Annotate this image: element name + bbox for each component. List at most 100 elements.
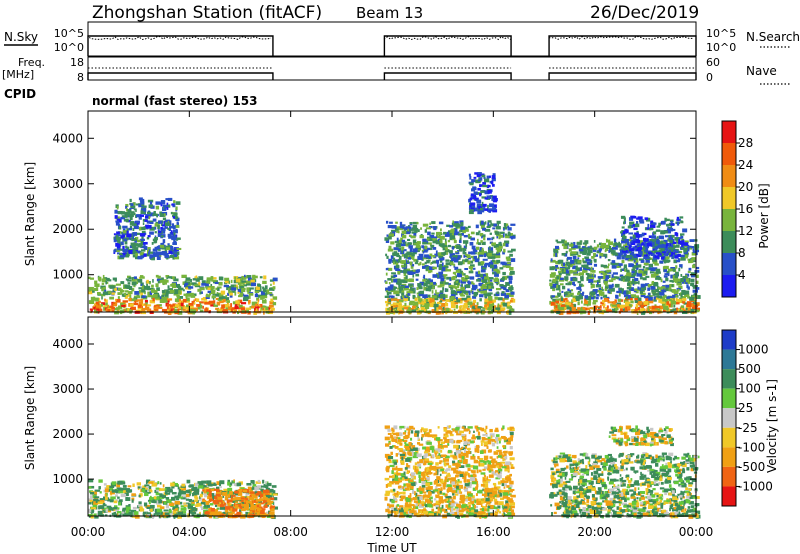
power-cell (141, 295, 146, 299)
power-cell (666, 296, 670, 299)
power-cell (635, 291, 639, 294)
velocity-cell (240, 487, 245, 491)
power-cell (668, 243, 670, 248)
power-cell (480, 225, 485, 229)
power-cell (473, 207, 478, 212)
velocity-cell (421, 513, 427, 517)
velocity-cell (219, 506, 226, 510)
power-cell (406, 294, 409, 298)
power-cell (561, 290, 564, 293)
power-cell (634, 223, 640, 228)
velocity-cell (208, 508, 211, 512)
power-cell (139, 275, 144, 278)
power-cell (497, 245, 503, 249)
power-cell (416, 249, 420, 253)
velocity-cell (122, 507, 127, 510)
velocity-cell (109, 485, 115, 489)
velocity-cell (99, 505, 105, 509)
power-cell (496, 259, 501, 264)
power-cell (140, 226, 146, 231)
power-cell (647, 223, 650, 228)
power-cell (428, 226, 433, 229)
power-cell (621, 256, 625, 260)
power-cell (122, 225, 128, 229)
velocity-cell (214, 502, 219, 505)
power-cell (114, 248, 117, 253)
power-cell (425, 266, 428, 271)
power-cell (461, 283, 463, 287)
power-cell (139, 233, 146, 237)
power-cell (182, 289, 185, 292)
power-cell (627, 277, 631, 282)
power-cell (254, 293, 259, 298)
velocity-cell (131, 499, 134, 503)
velocity-cell (108, 486, 114, 491)
power-cell (586, 252, 591, 256)
power-cell (144, 215, 149, 219)
power-cell (666, 270, 670, 274)
power-cell (141, 289, 146, 293)
power-cell (440, 228, 442, 232)
power-cell (499, 284, 504, 287)
power-cell (159, 244, 165, 248)
power-cell (411, 263, 415, 267)
power-cell (579, 267, 583, 271)
power-cell (614, 262, 620, 266)
power-cell (177, 285, 182, 290)
power-cell (683, 290, 690, 295)
power-cell (450, 290, 456, 294)
velocity-cell (208, 490, 212, 494)
power-cell (489, 175, 491, 178)
power-cell (119, 256, 125, 260)
power-cell (585, 307, 590, 311)
velocity-cell (249, 500, 253, 504)
power-cell (503, 287, 507, 291)
power-cell (477, 172, 482, 175)
power-cell (434, 306, 437, 311)
power-cell (652, 309, 658, 313)
power-cell (482, 258, 488, 261)
power-cell (481, 251, 487, 256)
power-cell (240, 307, 246, 311)
power-cell (173, 250, 178, 253)
power-cell (481, 241, 486, 246)
power-cell (554, 280, 559, 284)
power-cell (215, 287, 218, 290)
power-cell (683, 250, 689, 255)
power-cell (482, 184, 488, 188)
power-cell (683, 302, 689, 305)
power-cell (496, 251, 499, 255)
power-cell (168, 250, 173, 254)
power-cell (491, 198, 494, 201)
power-cell (435, 292, 440, 295)
power-cell (441, 262, 444, 267)
power-cell (600, 296, 603, 300)
power-cell (510, 291, 515, 295)
velocity-cell (211, 495, 217, 498)
power-cell (413, 258, 418, 262)
velocity-cell (102, 504, 107, 507)
velocity-cell (170, 482, 175, 487)
power-cell (129, 221, 135, 225)
power-cell (584, 243, 587, 247)
power-cell (483, 253, 487, 258)
power-cell (261, 299, 267, 304)
velocity-cell (170, 502, 173, 506)
velocity-cell (105, 508, 108, 513)
velocity-cell (93, 491, 97, 495)
power-cell (670, 254, 673, 257)
power-cell (147, 294, 153, 298)
power-cell (267, 306, 271, 310)
power-cell (391, 286, 396, 290)
power-cell (558, 270, 562, 274)
power-cell (116, 231, 120, 235)
power-cell (493, 305, 497, 309)
velocity-cell (120, 481, 126, 485)
power-cell (100, 303, 103, 307)
power-cell (431, 221, 436, 225)
velocity-cell (215, 511, 220, 515)
power-cell (609, 247, 614, 252)
power-cell (126, 208, 128, 212)
power-cell (130, 205, 136, 208)
power-cell (584, 300, 588, 305)
